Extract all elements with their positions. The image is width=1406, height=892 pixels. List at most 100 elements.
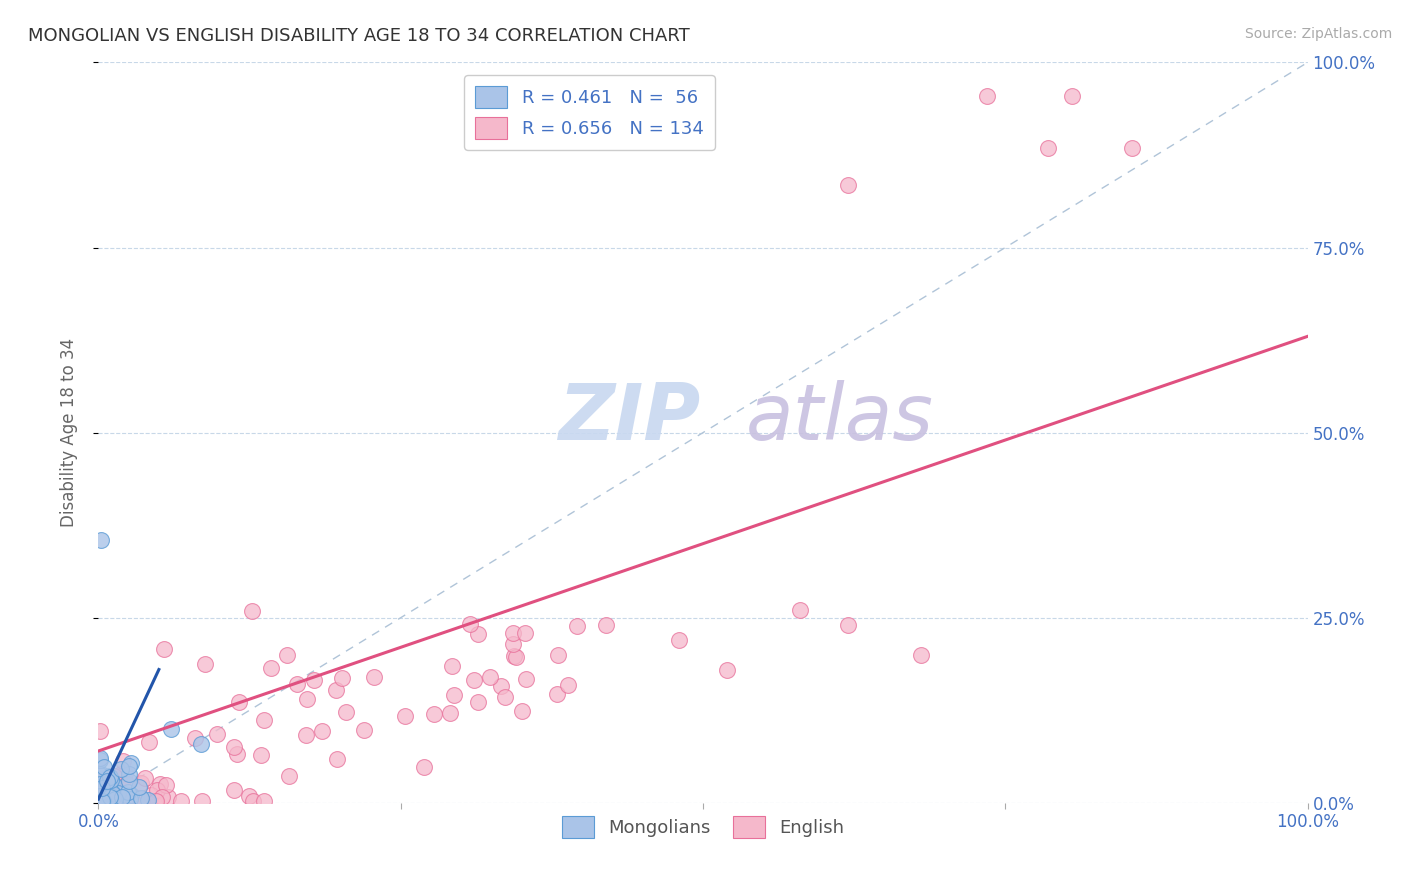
Point (94, 785, 117, 799)
Point (136, 793, 159, 807)
Point (394, 709, 416, 723)
Point (90, 794, 112, 808)
Point (128, 780, 150, 795)
Point (105, 793, 128, 807)
Point (505, 649, 527, 664)
Point (250, 748, 273, 763)
Point (89, 789, 111, 803)
Point (110, 767, 132, 781)
Point (103, 790, 125, 805)
Point (260, 661, 283, 675)
Point (285, 677, 308, 691)
Point (157, 789, 180, 804)
Point (326, 751, 349, 765)
Point (96, 785, 118, 799)
Point (302, 673, 325, 687)
Point (91, 772, 114, 786)
Point (96, 794, 118, 808)
Point (90, 766, 112, 780)
Point (98, 789, 121, 804)
Point (94, 794, 117, 808)
Point (91, 794, 114, 808)
Point (107, 786, 129, 800)
Point (139, 788, 162, 802)
Point (335, 705, 357, 719)
Point (94, 780, 117, 794)
Point (117, 767, 139, 781)
Point (467, 627, 489, 641)
Point (91, 794, 114, 808)
Point (503, 648, 526, 663)
Point (325, 683, 347, 698)
Point (191, 794, 214, 808)
Point (89, 751, 111, 765)
Point (89, 778, 111, 792)
Point (789, 603, 811, 617)
Point (107, 788, 129, 802)
Point (98, 778, 121, 792)
Point (105, 774, 128, 789)
Point (110, 762, 132, 776)
Point (1121, 140, 1143, 154)
Point (330, 671, 353, 685)
Point (837, 178, 859, 192)
Point (89, 791, 111, 805)
Point (112, 794, 135, 808)
Point (668, 632, 690, 647)
Point (489, 680, 512, 694)
Point (976, 88, 998, 103)
Point (100, 779, 122, 793)
Point (439, 706, 461, 720)
Point (97, 769, 120, 783)
Point (276, 648, 298, 662)
Point (353, 723, 375, 737)
Point (96, 773, 118, 788)
Point (145, 794, 167, 808)
Point (98, 770, 121, 784)
Point (100, 790, 122, 805)
Point (149, 777, 172, 791)
Point (565, 618, 588, 632)
Point (295, 692, 318, 706)
Point (194, 657, 217, 671)
Point (96, 771, 118, 785)
Point (89, 774, 111, 789)
Point (108, 789, 131, 804)
Point (105, 794, 128, 808)
Point (228, 696, 250, 710)
Point (160, 722, 183, 736)
Point (89, 793, 111, 807)
Point (120, 756, 142, 770)
Point (557, 678, 579, 692)
Point (238, 789, 260, 803)
Point (103, 778, 125, 792)
Point (89, 768, 111, 782)
Point (112, 788, 135, 802)
Point (89, 753, 111, 767)
Point (910, 648, 932, 662)
Point (479, 670, 502, 684)
Point (90, 783, 112, 797)
Point (423, 707, 446, 722)
Point (98, 794, 121, 808)
Point (100, 793, 122, 807)
Point (1036, 140, 1059, 154)
Point (467, 695, 489, 709)
Point (153, 642, 176, 657)
Point (103, 788, 125, 802)
Point (363, 669, 385, 683)
Point (225, 747, 247, 761)
Point (100, 773, 122, 788)
Point (253, 714, 276, 728)
Point (115, 794, 138, 808)
Point (129, 775, 152, 789)
Point (441, 658, 464, 673)
Point (222, 739, 245, 754)
Point (458, 617, 481, 632)
Point (100, 784, 122, 798)
Point (118, 774, 141, 789)
Point (112, 788, 135, 802)
Point (89, 789, 111, 804)
Point (117, 784, 139, 798)
Point (253, 794, 276, 808)
